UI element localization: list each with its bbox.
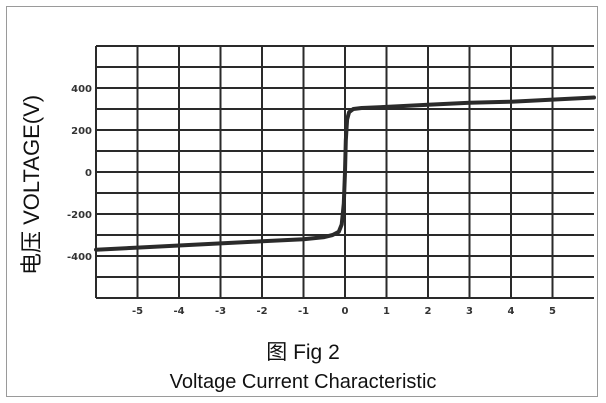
x-tick-label: 1 [383, 306, 390, 317]
x-tick-label: -1 [298, 306, 309, 317]
chart-title: Voltage Current Characteristic [169, 371, 437, 393]
y-tick-label: 200 [71, 126, 92, 137]
x-tick-label: -2 [256, 306, 267, 317]
x-tick-label: -3 [215, 306, 226, 317]
chart-tick-labels: -5 -4 -3 -2 -1 0 1 2 3 4 5 400 200 0 -200 -400 [67, 84, 556, 317]
x-tick-label: 2 [425, 306, 432, 317]
y-tick-label: -200 [67, 210, 92, 221]
y-tick-label: 0 [85, 168, 92, 179]
x-tick-label: 0 [342, 306, 349, 317]
series-line [94, 95, 596, 252]
x-tick-label: 4 [508, 306, 515, 317]
x-tick-label: -4 [173, 306, 184, 317]
x-tick-label: -5 [132, 306, 143, 317]
y-tick-label: 400 [71, 84, 92, 95]
x-tick-label: 3 [466, 306, 473, 317]
y-tick-label: -400 [67, 252, 92, 263]
x-tick-label: 5 [549, 306, 556, 317]
y-axis-label: 电压 VOLTAGE(V) [19, 94, 44, 275]
figure-frame [6, 6, 598, 397]
figure-number-label: 图 Fig 2 [266, 341, 340, 364]
